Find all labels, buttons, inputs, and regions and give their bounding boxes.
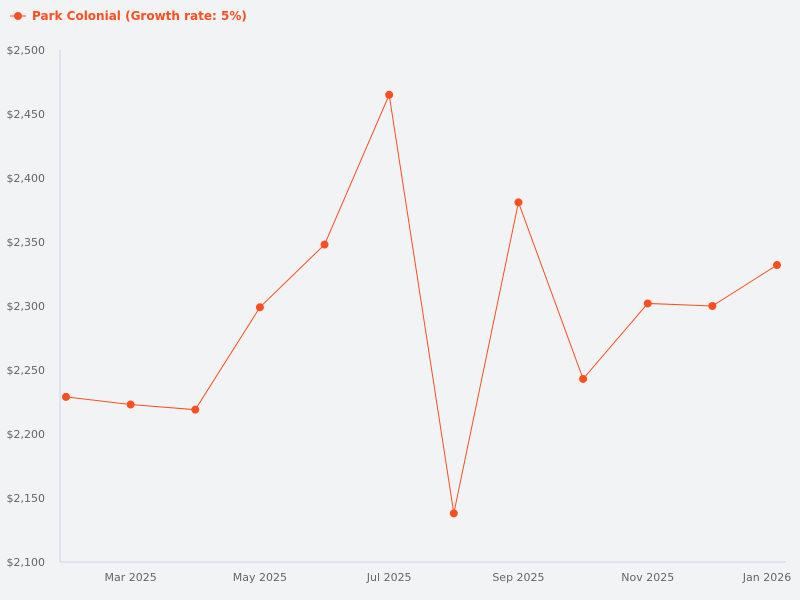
- y-tick-label: $2,200: [7, 428, 46, 441]
- data-point[interactable]: [708, 302, 717, 310]
- data-point[interactable]: [773, 261, 781, 270]
- data-point[interactable]: [255, 303, 264, 312]
- x-tick-label: Sep 2025: [492, 571, 544, 584]
- data-point[interactable]: [514, 198, 523, 207]
- y-tick-label: $2,350: [7, 236, 46, 249]
- y-tick-label: $2,250: [7, 364, 46, 377]
- y-tick-label: $2,100: [7, 556, 46, 569]
- y-tick-label: $2,300: [7, 300, 46, 313]
- data-point[interactable]: [191, 405, 200, 414]
- data-point[interactable]: [62, 392, 70, 401]
- data-point[interactable]: [579, 374, 588, 383]
- data-point[interactable]: [449, 509, 458, 518]
- y-tick-label: $2,500: [7, 44, 46, 57]
- x-tick-label: Jul 2025: [366, 571, 412, 584]
- y-tick-label: $2,450: [7, 108, 46, 121]
- y-tick-label: $2,150: [7, 492, 46, 505]
- data-point[interactable]: [320, 240, 329, 249]
- x-tick-label: Nov 2025: [621, 571, 674, 584]
- x-tick-label: Jan 2026: [742, 571, 791, 584]
- data-point[interactable]: [385, 90, 394, 99]
- series-line: [65, 93, 778, 514]
- x-tick-label: May 2025: [233, 571, 287, 584]
- y-tick-label: $2,400: [7, 172, 46, 185]
- data-point[interactable]: [643, 299, 652, 308]
- x-tick-label: Mar 2025: [105, 571, 157, 584]
- legend-line-marker-icon: [10, 12, 26, 20]
- legend-label: Park Colonial (Growth rate: 5%): [32, 9, 247, 23]
- data-point[interactable]: [126, 400, 135, 409]
- legend[interactable]: Park Colonial (Growth rate: 5%): [10, 9, 247, 23]
